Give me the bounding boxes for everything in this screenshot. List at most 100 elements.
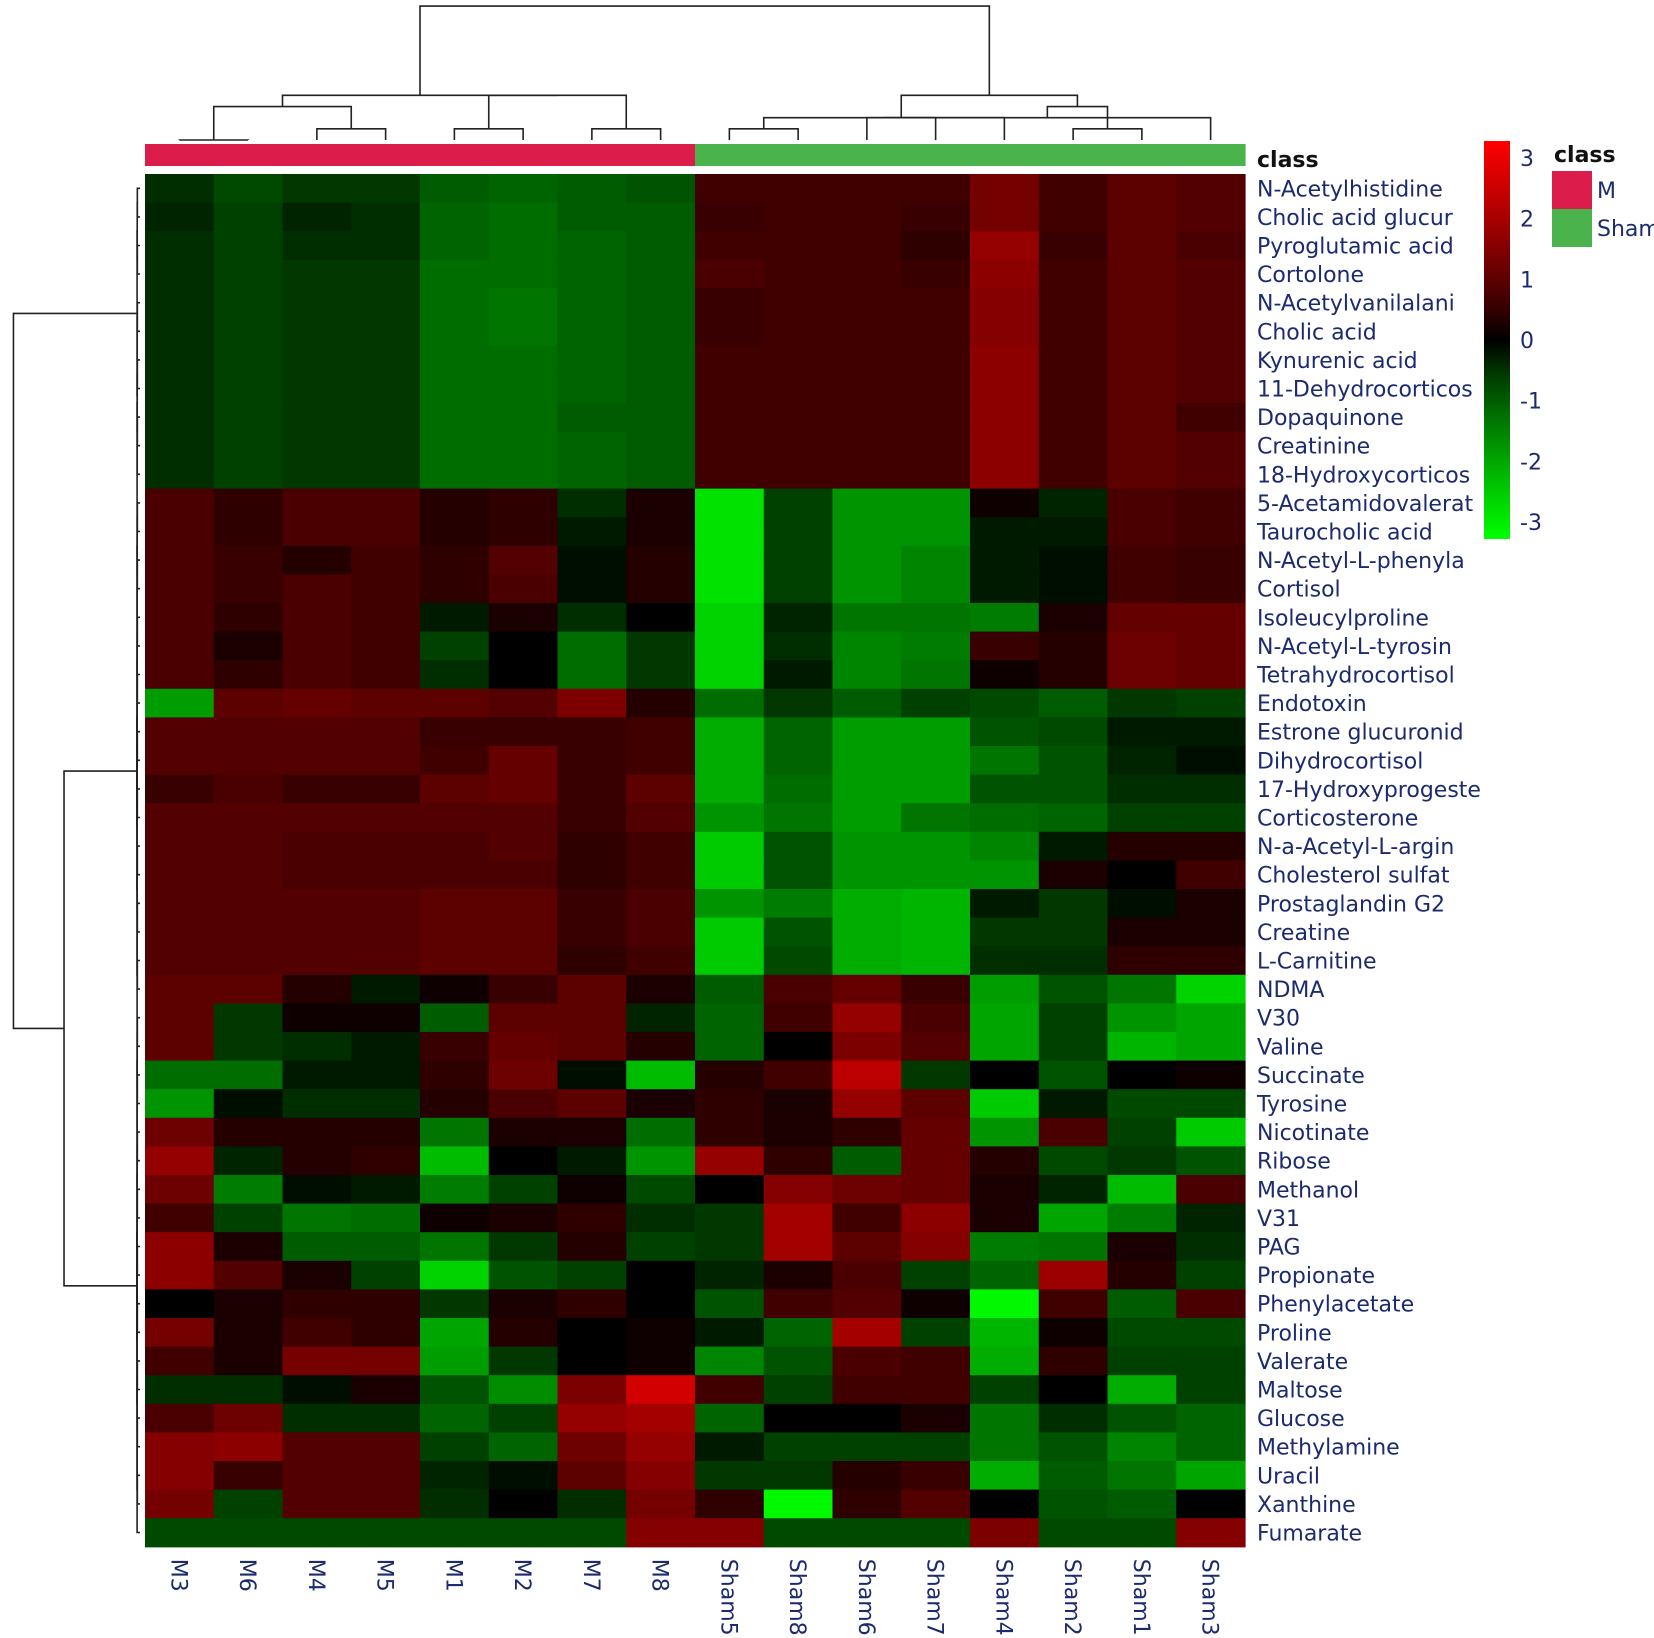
heatmap-cell (1176, 1518, 1246, 1548)
heatmap-cell (488, 774, 559, 804)
heatmap-cell (832, 1060, 902, 1090)
heatmap-cell (145, 1346, 215, 1376)
heatmap-cell (488, 1060, 559, 1090)
heatmap-cell (488, 1203, 559, 1233)
heatmap-cell (557, 831, 627, 861)
row-label: Cholic acid (1257, 320, 1377, 345)
heatmap-cell (557, 1146, 627, 1176)
heatmap-cell (488, 603, 559, 633)
heatmap-cell (351, 1175, 421, 1205)
heatmap-cell (695, 1175, 765, 1205)
heatmap-cell (626, 1346, 696, 1376)
heatmap-cell (763, 1461, 834, 1491)
class-legend: class M Sham (1552, 143, 1654, 247)
heatmap-cell (970, 1146, 1040, 1176)
heatmap-cell (1107, 946, 1177, 976)
heatmap-cell (901, 831, 971, 861)
heatmap-cell (213, 1346, 284, 1376)
heatmap-cell (213, 1461, 284, 1491)
heatmap-cell (1107, 1060, 1177, 1090)
heatmap-cell (1038, 288, 1109, 318)
heatmap-cell (213, 688, 284, 718)
row-label: 17-Hydroxyprogeste (1257, 778, 1481, 803)
heatmap-cell (420, 1375, 490, 1405)
heatmap-cell (970, 1518, 1040, 1548)
heatmap-cell (282, 1289, 352, 1319)
heatmap-cell (1107, 174, 1177, 204)
heatmap-cell (832, 717, 902, 747)
heatmap-cell (626, 774, 696, 804)
column-label: M7 (578, 1559, 603, 1592)
heatmap-cell (351, 288, 421, 318)
heatmap-cell (1107, 574, 1177, 604)
heatmap-cell (970, 1375, 1040, 1405)
column-label: Sham3 (1197, 1559, 1222, 1636)
heatmap-cell (351, 1375, 421, 1405)
heatmap-cell (901, 431, 971, 461)
heatmap-cell (626, 402, 696, 432)
heatmap-cell (832, 1089, 902, 1119)
heatmap-cell (1176, 1403, 1246, 1433)
heatmap-cell (763, 288, 834, 318)
heatmap-cell (970, 460, 1040, 490)
heatmap-cell (970, 1432, 1040, 1462)
heatmap-cell (1176, 288, 1246, 318)
heatmap-cell (626, 231, 696, 261)
row-label: Estrone glucuronid (1257, 721, 1464, 746)
heatmap-cell (832, 402, 902, 432)
heatmap-cell (420, 831, 490, 861)
heatmap-cell (351, 1461, 421, 1491)
heatmap-cell (970, 1260, 1040, 1290)
heatmap-cell (282, 517, 352, 547)
heatmap-cell (763, 1232, 834, 1262)
heatmap-cell (420, 460, 490, 490)
heatmap-cell (832, 317, 902, 347)
heatmap-cell (832, 1461, 902, 1491)
heatmap-cell (970, 202, 1040, 232)
heatmap-cell (901, 174, 971, 204)
heatmap-cell (626, 746, 696, 776)
heatmap-cell (488, 1260, 559, 1290)
heatmap-cell (351, 1203, 421, 1233)
heatmap-cell (1176, 1232, 1246, 1262)
heatmap-cell (213, 660, 284, 690)
heatmap-cell (145, 831, 215, 861)
heatmap-cell (901, 774, 971, 804)
heatmap-cell (351, 231, 421, 261)
heatmap-cell (488, 231, 559, 261)
heatmap-cell (1038, 1346, 1109, 1376)
heatmap-cell (420, 1175, 490, 1205)
heatmap-cell (488, 1432, 559, 1462)
heatmap-cell (763, 1289, 834, 1319)
heatmap-cell (145, 460, 215, 490)
heatmap-cell (488, 889, 559, 919)
heatmap-cell (695, 488, 765, 518)
heatmap-cell (145, 631, 215, 661)
heatmap-cell (420, 1403, 490, 1433)
heatmap-cell (763, 259, 834, 289)
heatmap-cell (282, 431, 352, 461)
row-label: L-Carnitine (1257, 950, 1377, 975)
heatmap-cell (145, 660, 215, 690)
heatmap-cell (901, 545, 971, 575)
heatmap-cell (213, 431, 284, 461)
heatmap-cell (1176, 402, 1246, 432)
heatmap-cell (1038, 545, 1109, 575)
heatmap-cell (1107, 1203, 1177, 1233)
heatmap-cell (695, 402, 765, 432)
heatmap-cell (901, 946, 971, 976)
column-label: Sham1 (1128, 1559, 1153, 1636)
heatmap-cell (1176, 231, 1246, 261)
heatmap-cell (145, 231, 215, 261)
heatmap-cell (832, 1232, 902, 1262)
heatmap-cell (213, 517, 284, 547)
heatmap-cell (1038, 688, 1109, 718)
heatmap-cell (832, 1175, 902, 1205)
heatmap-cell (626, 1289, 696, 1319)
row-label: Endotoxin (1257, 692, 1367, 717)
heatmap-cell (695, 1432, 765, 1462)
color-scale-tick: 2 (1520, 208, 1534, 233)
dendrogram-branch (591, 128, 662, 140)
heatmap-cell (488, 746, 559, 776)
heatmap-cell (901, 1089, 971, 1119)
